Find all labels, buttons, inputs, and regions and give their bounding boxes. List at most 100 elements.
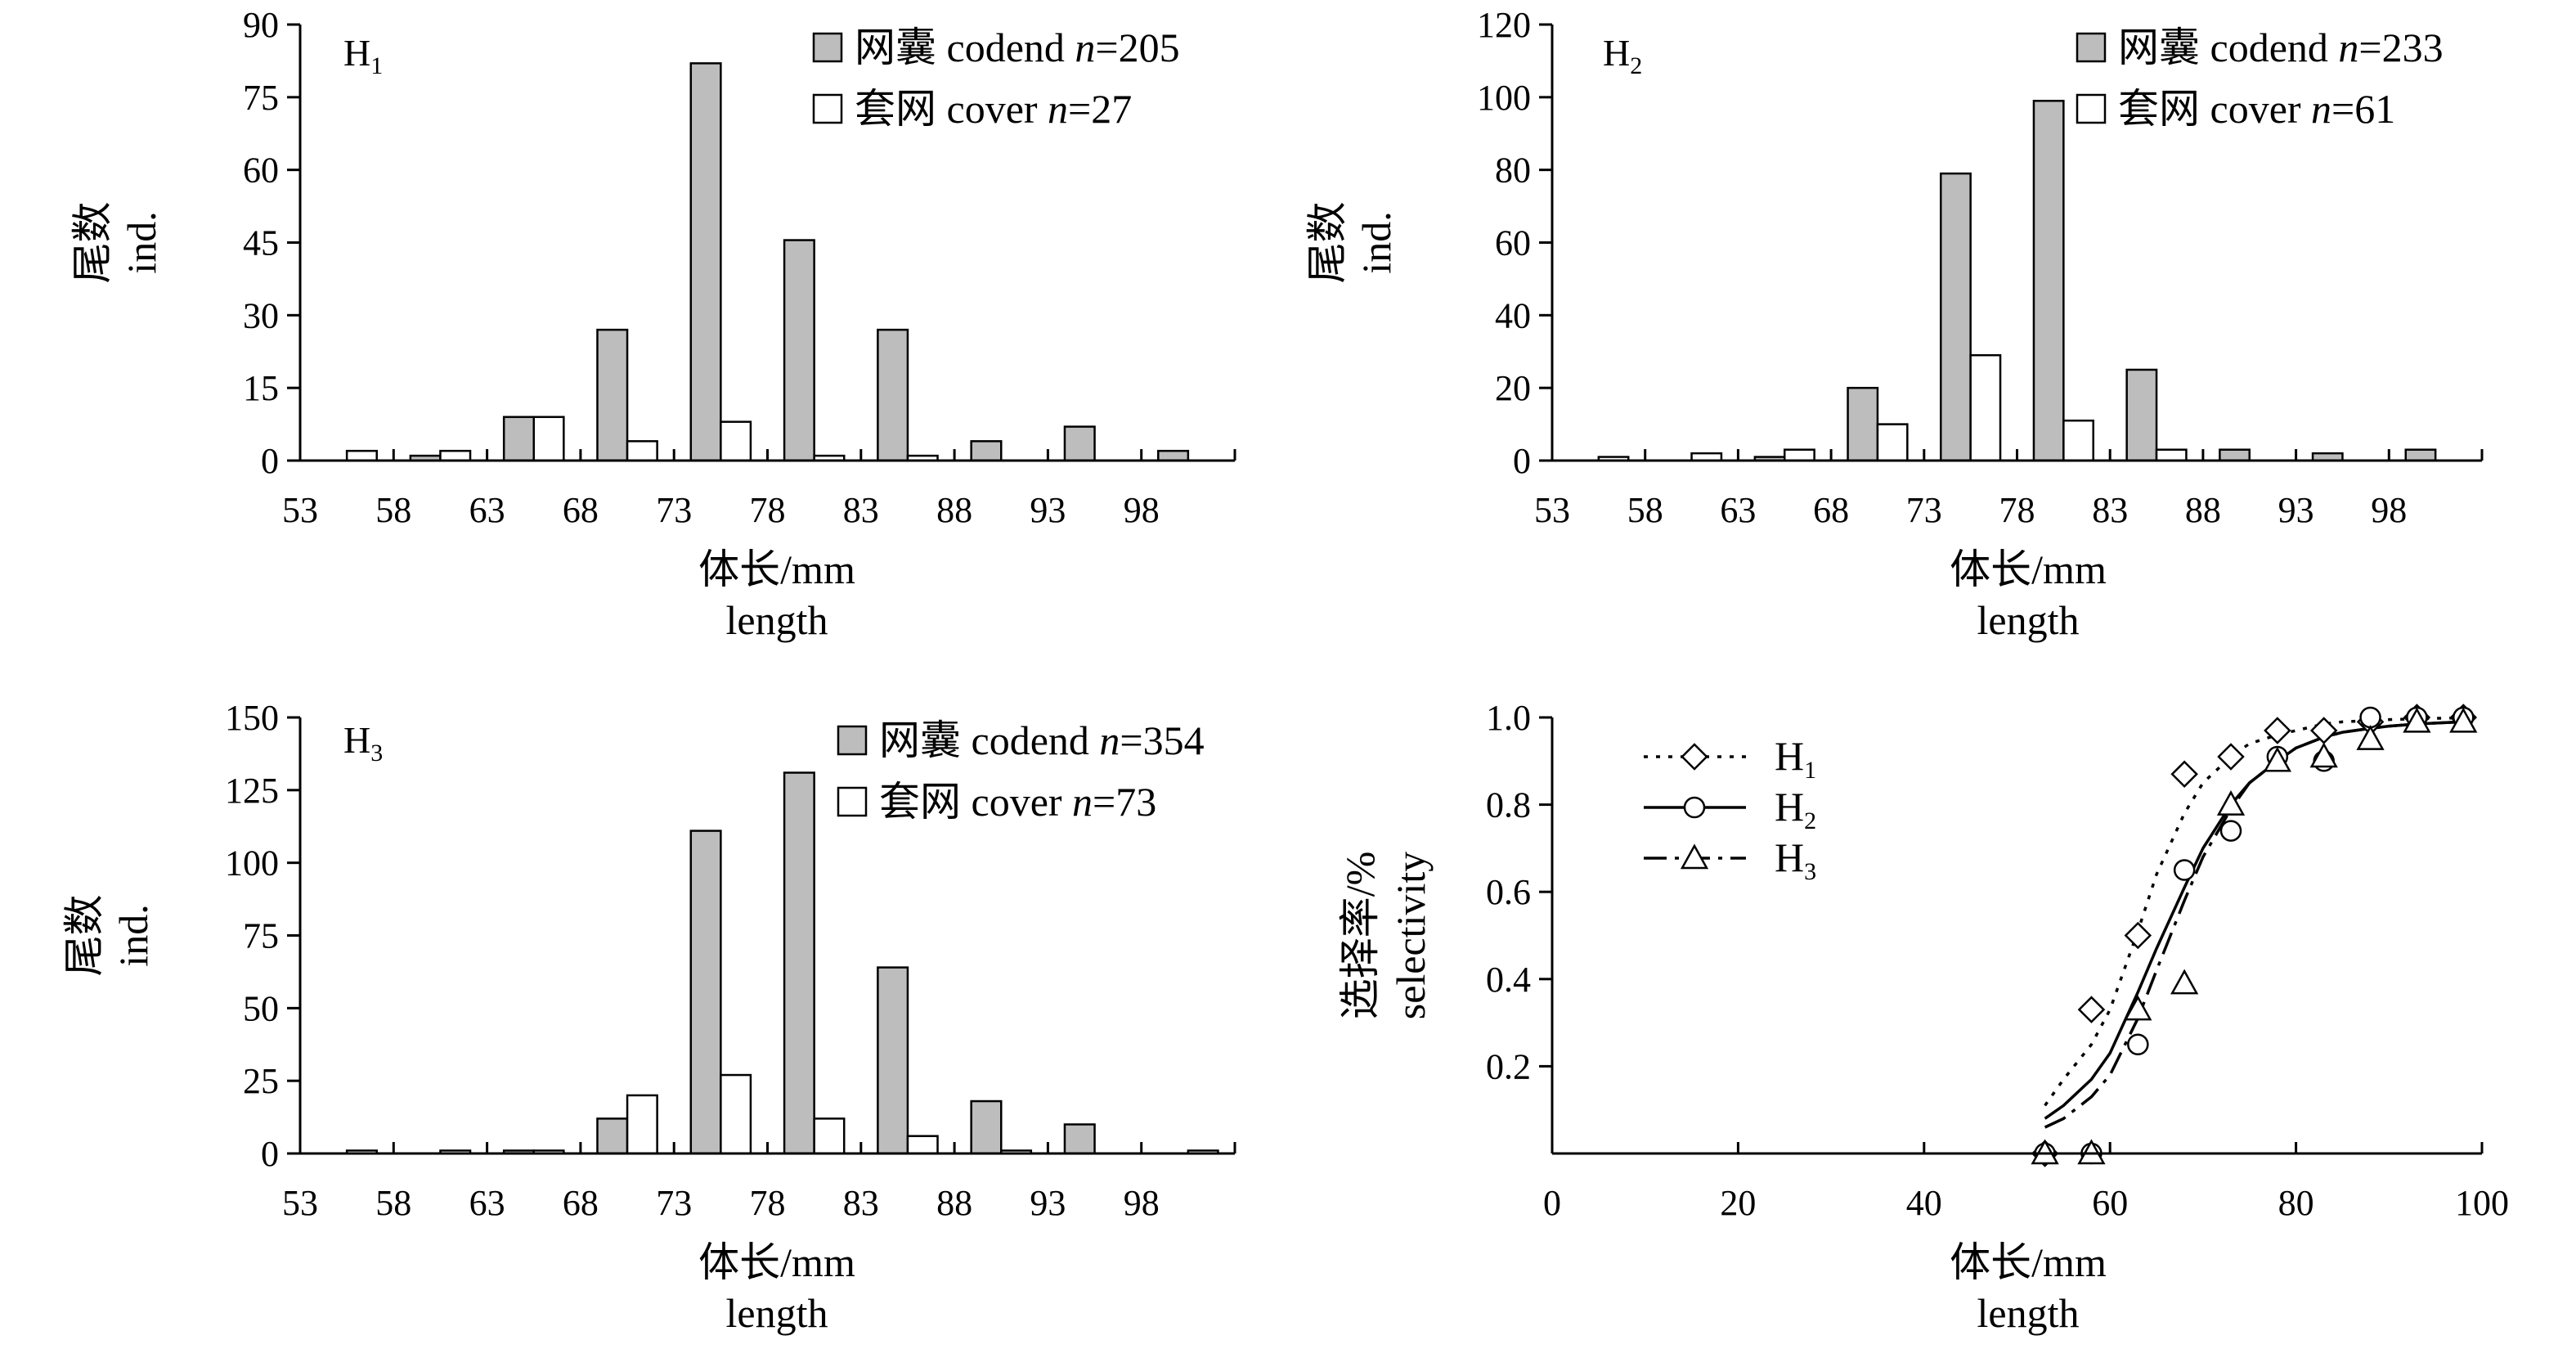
curve-H2 <box>2044 720 2464 1120</box>
point-H2-68 <box>2173 859 2196 881</box>
y-tick-label: 40 <box>1495 295 1531 335</box>
legend-marker-H2 <box>1683 796 1706 819</box>
x-tick-label: 78 <box>1999 490 2035 530</box>
x-tick-label: 58 <box>1627 490 1663 530</box>
point-H1-63 <box>2124 921 2152 950</box>
cover-bar-83 <box>2155 448 2188 462</box>
y-tick-label: 75 <box>243 78 279 118</box>
legend-label: 套网 cover n=27 <box>855 86 1132 132</box>
point-H3-83 <box>2309 742 2338 768</box>
point-H3-73 <box>2216 790 2246 816</box>
legend-label-H3: H3 <box>1775 834 1816 885</box>
x-tick-label: 93 <box>1030 490 1066 530</box>
codend-bar-63 <box>502 416 536 462</box>
y-tick-label: 1.0 <box>1486 698 1531 738</box>
cover-bar-53 <box>345 449 378 462</box>
legend-label: 网囊 codend n=233 <box>2118 25 2444 70</box>
codend-bar-68 <box>596 328 629 462</box>
y-tick-label: 50 <box>243 988 279 1028</box>
cover-bar-73 <box>720 1073 752 1155</box>
point-H2-88 <box>2359 706 2381 729</box>
x-tick-label: 60 <box>2092 1183 2128 1223</box>
legend-label: 套网 cover n=73 <box>879 779 1156 825</box>
y-tick-label: 75 <box>243 916 279 956</box>
cover-bar-63 <box>1784 448 1815 462</box>
x-tick-label: 83 <box>843 490 879 530</box>
curve-H1 <box>2044 716 2464 1107</box>
legend-marker-H3 <box>1680 843 1709 870</box>
y-tick-label: 0.2 <box>1486 1046 1531 1086</box>
point-H3-63 <box>2124 995 2152 1021</box>
point-H1-73 <box>2217 743 2245 771</box>
y-axis-label: 尾数ind. <box>1304 202 1399 284</box>
x-axis-label-en: length <box>726 597 828 643</box>
x-axis-label-en: length <box>1977 597 2080 643</box>
y-tick-label: 0.8 <box>1486 785 1531 825</box>
point-H2-73 <box>2219 820 2242 842</box>
codend-bar-93 <box>1063 425 1096 462</box>
codend-bar-83 <box>2125 368 2158 462</box>
codend-bar-98 <box>1157 449 1190 462</box>
panel-label: H2 <box>1603 32 1642 79</box>
cover-bar-68 <box>626 440 658 462</box>
bar-chart-1: 0 15 30 45 60 75 90 53 58 63 68 73 78 83 88 93 98 尾数ind. 体… <box>70 5 1236 643</box>
x-tick-label: 63 <box>469 490 505 530</box>
x-tick-label: 78 <box>750 490 786 530</box>
y-tick-label: 150 <box>225 698 279 738</box>
legend-swatch <box>2076 32 2107 63</box>
legend-label: 网囊 codend n=354 <box>879 717 1205 763</box>
y-tick-label: 60 <box>243 151 279 191</box>
codend-bar-93 <box>1063 1123 1096 1155</box>
legend-label-H2: H2 <box>1775 784 1816 834</box>
legend-label: 套网 cover n=61 <box>2118 86 2395 132</box>
cover-bar-68 <box>626 1094 658 1155</box>
y-tick-label: 100 <box>225 843 279 884</box>
x-tick-label: 20 <box>1720 1183 1756 1223</box>
x-tick-label: 98 <box>2371 490 2407 530</box>
point-H2-63 <box>2127 1033 2149 1055</box>
y-tick-label: 0 <box>1513 441 1531 481</box>
codend-bar-78 <box>783 239 815 462</box>
y-tick-label: 125 <box>225 771 279 811</box>
x-tick-label: 63 <box>1720 490 1756 530</box>
cover-bar-58 <box>439 449 472 462</box>
x-tick-label: 98 <box>1124 490 1160 530</box>
y-tick-label: 20 <box>1495 368 1531 408</box>
x-tick-label: 88 <box>936 490 972 530</box>
x-tick-label: 40 <box>1906 1183 1942 1223</box>
x-tick-label: 98 <box>1124 1183 1160 1223</box>
cover-bar-73 <box>1969 353 2002 462</box>
bar-chart-3: 0 25 50 75 100 125 150 53 58 63 68 73 78 83 88 93 98 尾数in… <box>61 698 1236 1336</box>
y-tick-label: 30 <box>243 295 279 335</box>
point-H3-78 <box>2263 746 2291 772</box>
x-tick-label: 73 <box>656 490 692 530</box>
x-axis-label-en: length <box>1977 1290 2080 1336</box>
legend-swatch <box>837 786 868 817</box>
codend-bar-83 <box>877 328 909 462</box>
legend-swatch <box>2076 93 2107 124</box>
codend-bar-83 <box>877 966 909 1155</box>
legend-label-H1: H1 <box>1775 733 1816 784</box>
x-tick-label: 68 <box>563 490 599 530</box>
cover-bar-83 <box>906 1135 939 1155</box>
x-tick-label: 58 <box>375 490 411 530</box>
x-tick-label: 68 <box>563 1183 599 1223</box>
x-axis-label: 体长/mm <box>698 546 855 592</box>
cover-bar-63 <box>532 416 565 462</box>
codend-bar-73 <box>689 62 722 462</box>
y-axis-label: 尾数ind. <box>70 202 164 284</box>
codend-bar-88 <box>2219 448 2251 462</box>
x-tick-label: 100 <box>2455 1183 2509 1223</box>
cover-bar-78 <box>2062 419 2094 462</box>
x-tick-label: 88 <box>2185 490 2221 530</box>
legend-swatch <box>837 725 868 756</box>
x-tick-label: 83 <box>2092 490 2128 530</box>
x-tick-label: 53 <box>1534 490 1570 530</box>
y-tick-label: 45 <box>243 223 279 263</box>
legend-label: 网囊 codend n=205 <box>855 25 1180 70</box>
codend-bar-78 <box>2032 100 2065 462</box>
legend-marker-H1 <box>1681 743 1708 771</box>
y-tick-label: 25 <box>243 1061 279 1101</box>
cover-bar-73 <box>720 420 752 462</box>
